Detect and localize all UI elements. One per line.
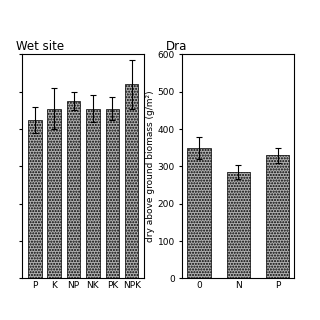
Bar (67, 101, 80, 278)
Bar (106, 108, 119, 278)
Bar (86, 108, 100, 278)
Bar (188, 148, 211, 278)
Text: Dra: Dra (166, 40, 187, 53)
Bar (28, 120, 42, 278)
Bar (47, 108, 61, 278)
Bar (266, 155, 289, 278)
Bar (125, 84, 139, 278)
Text: Wet site: Wet site (16, 40, 64, 53)
Y-axis label: dry above ground biomass (g/m²): dry above ground biomass (g/m²) (146, 91, 155, 242)
Bar (227, 172, 250, 278)
